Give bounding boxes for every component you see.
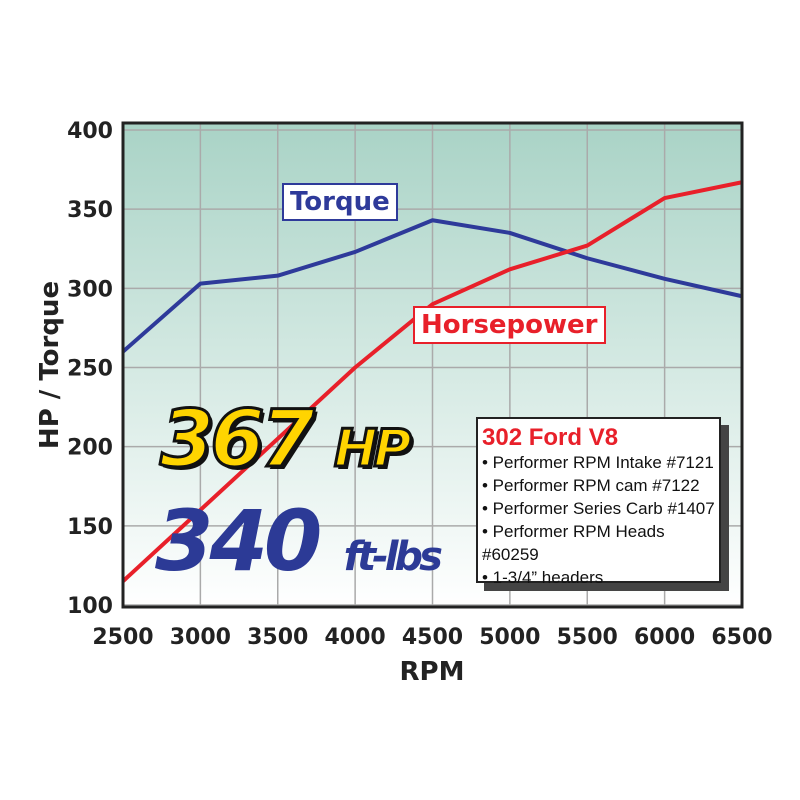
y-tick-label: 100 [67, 594, 113, 619]
legend-horsepower: Horsepower [413, 306, 606, 344]
spec-item: • Performer RPM cam #7122 [482, 476, 700, 495]
spec-item: • 1-3/4” headers [482, 568, 604, 587]
y-tick-label: 350 [67, 198, 113, 223]
y-tick-label: 400 [67, 119, 113, 144]
x-tick-label: 2500 [92, 625, 153, 650]
torque-value: 340 [155, 492, 322, 590]
y-tick-label: 200 [67, 436, 113, 461]
y-tick-label: 300 [67, 277, 113, 302]
horsepower-line [121, 180, 743, 583]
x-tick-label: 4000 [325, 625, 386, 650]
x-tick-label: 5500 [557, 625, 618, 650]
plot-frame [121, 121, 744, 609]
spec-item: • Performer RPM Intake #7121 [482, 453, 714, 472]
x-tick-label: 3500 [247, 625, 308, 650]
x-tick-label: 4500 [402, 625, 463, 650]
spec-box: 302 Ford V8 • Performer RPM Intake #7121… [476, 417, 721, 587]
spec-title: 302 Ford V8 [482, 424, 619, 451]
y-tick-label: 250 [67, 357, 113, 382]
y-tick-label: 150 [67, 515, 113, 540]
y-axis-label: HP / Torque [35, 281, 65, 449]
x-axis-label: RPM [400, 657, 465, 687]
x-tick-label: 6500 [711, 625, 772, 650]
torque-unit: ft-lbs [343, 534, 443, 580]
torque-headline: 340 ft-lbs [155, 492, 443, 590]
hp-unit: HP [332, 418, 413, 481]
legend-torque: Torque [282, 183, 398, 221]
spec-item: • Performer RPM Heads #60259 [482, 522, 665, 564]
spec-item: • Performer Series Carb #1407 [482, 499, 715, 518]
x-tick-label: 5000 [479, 625, 540, 650]
x-tick-label: 6000 [634, 625, 695, 650]
hp-value: 367 [159, 394, 317, 487]
hp-headline: 367 HP [159, 394, 414, 487]
torque-line [121, 218, 743, 354]
x-tick-label: 3000 [170, 625, 231, 650]
